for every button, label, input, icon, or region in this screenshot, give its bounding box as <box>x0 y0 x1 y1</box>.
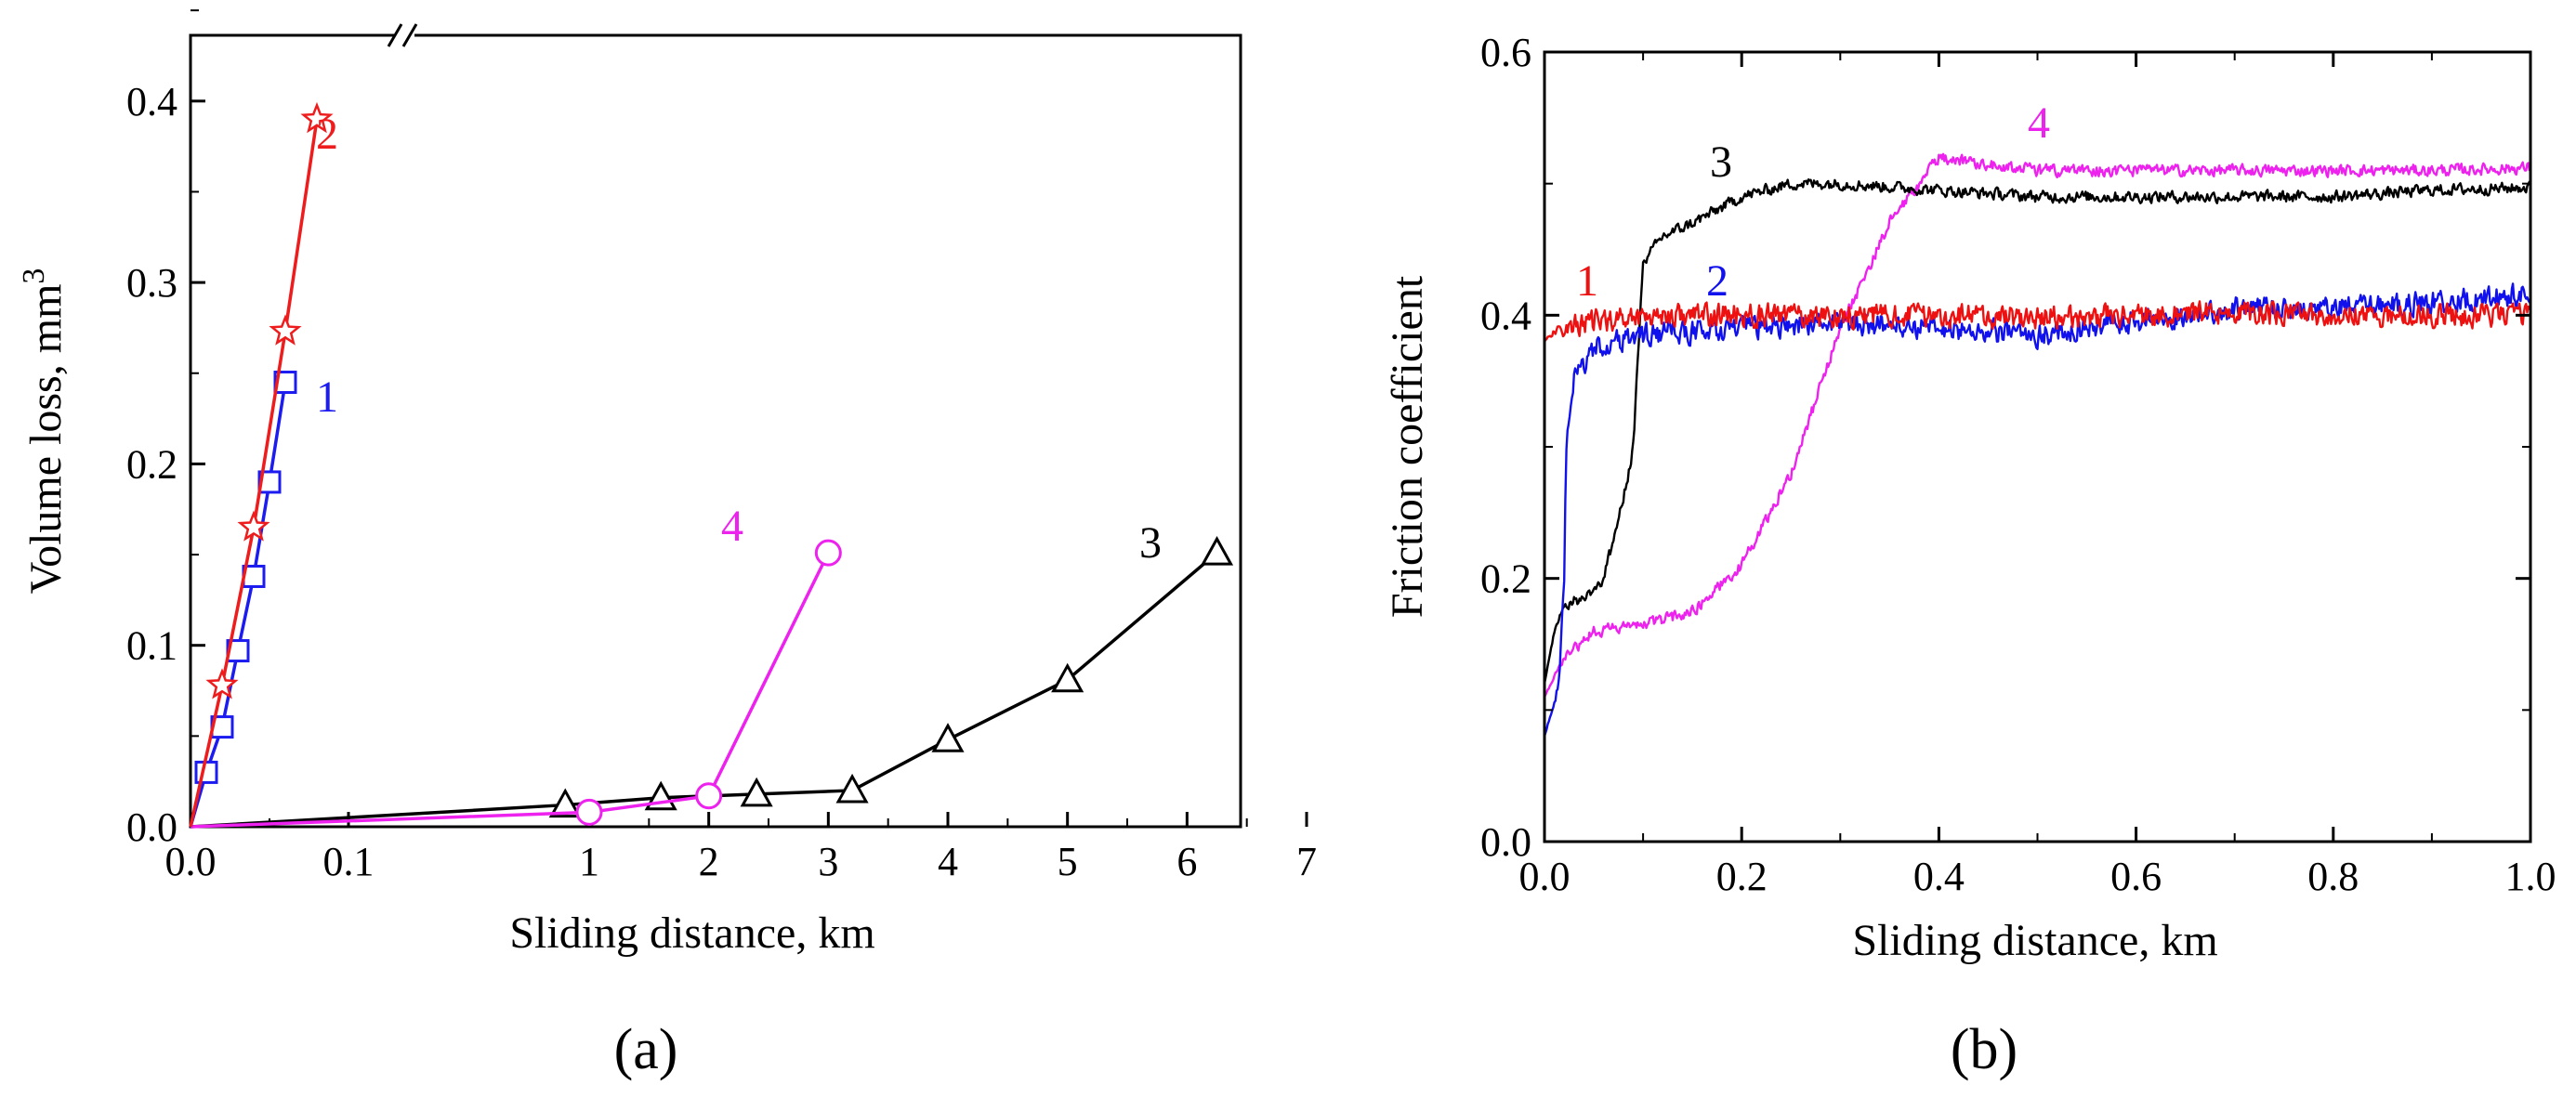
panel-a-x-axis-title: Sliding distance, km <box>509 908 874 958</box>
panel-a-x-tick-label: 4 <box>938 839 958 884</box>
panel-b-y-tick-label: 0.0 <box>1480 819 1531 865</box>
panel-a-y-axis-title: Volume loss, mm3 <box>17 268 71 595</box>
panel-a-series-3-marker <box>1200 536 1234 566</box>
panel-b-y-tick-label: 0.2 <box>1480 556 1531 602</box>
panel-a-x-tick-label: 6 <box>1176 839 1197 884</box>
panel-a-series-2-marker <box>300 101 334 134</box>
panel-b-y-tick-label: 0.6 <box>1480 30 1531 75</box>
panel-a-x-tick-label: 1 <box>579 839 599 884</box>
panel-b-series-1-label: 1 <box>1576 256 1598 306</box>
panel-a-y-axis-title-main: Volume loss, mm <box>21 284 71 595</box>
panel-b-series-2-label: 2 <box>1706 256 1728 306</box>
panel-a-chart: 0.0 0.1 0.2 0.3 0.4 0.0 0.1 1 2 3 4 5 6 7 3 4 1 2 Slidin… <box>17 9 1317 1081</box>
panel-a-axis-break-mark <box>387 23 403 47</box>
panel-b-y-tick-label: 0.4 <box>1480 293 1531 338</box>
panel-a-series-4-label: 4 <box>721 502 743 551</box>
panel-a-series-1-marker <box>194 760 218 784</box>
panel-a-x-tick-label: 0.0 <box>165 839 217 884</box>
panel-a-series-4-line <box>190 552 830 829</box>
panel-a-y-tick-label: 0.1 <box>126 623 177 669</box>
panel-b-series-3-label: 3 <box>1710 137 1732 187</box>
panel-b-label: (b) <box>1951 1018 2017 1081</box>
panel-b-x-tick-label: 0.0 <box>1519 854 1571 899</box>
panel-a-series-3-marker <box>931 723 965 752</box>
panel-b-x-tick-label: 0.6 <box>2110 854 2162 899</box>
panel-b-series-3-line <box>1543 177 2532 685</box>
panel-b-x-tick-label: 1.0 <box>2505 854 2556 899</box>
panel-a-series-2-marker <box>237 510 270 542</box>
panel-b-x-tick-label: 0.2 <box>1716 854 1768 899</box>
panel-a-series-2-line <box>189 119 319 828</box>
panel-a-series-4-marker <box>695 782 723 810</box>
panel-a-series-4-marker <box>814 539 842 567</box>
panel-a-y-axis-title-exponent: 3 <box>17 268 51 284</box>
panel-b-y-axis-title: Friction coefficient <box>1383 275 1432 618</box>
panel-a-x-tick-label: 5 <box>1058 839 1078 884</box>
panel-b-series-2-line <box>1543 282 2532 738</box>
panel-a-x-tick-label: 2 <box>699 839 719 884</box>
panel-a-axis-break-mark <box>401 23 418 47</box>
panel-a-y-tick-label: 0.3 <box>126 260 177 306</box>
panel-a-x-tick-label: 7 <box>1296 839 1317 884</box>
panel-b-series-1-line <box>1544 300 2532 343</box>
panel-a-x-tick-label: 0.1 <box>323 839 375 884</box>
panel-a-series-2-marker <box>269 314 302 346</box>
panel-a-y-tick-label: 0.4 <box>126 79 177 124</box>
panel-b-x-tick-label: 0.8 <box>2307 854 2359 899</box>
panel-a-plot-frame <box>189 33 1242 829</box>
panel-a-series-3-label: 3 <box>1139 518 1162 568</box>
panel-a-series-2-label: 2 <box>316 110 338 159</box>
panel-a-series-3-marker <box>835 773 869 804</box>
panel-b-chart: 4 3 2 1 0.0 0.2 0.4 0.6 0.0 0.2 0.4 0.6 0.8 1.0 Slid… <box>1383 30 2556 1081</box>
panel-b-series-4-line <box>1543 152 2531 698</box>
panel-a-series-1-label: 1 <box>316 373 338 422</box>
panel-a-series-1-marker <box>273 371 297 395</box>
panel-a-x-tick-label: 3 <box>818 839 838 884</box>
panel-a-series-3-marker <box>548 788 582 818</box>
panel-a-label: (a) <box>614 1018 678 1081</box>
panel-a-y-tick-label: 0.0 <box>126 804 177 850</box>
panel-b-series-4-label: 4 <box>2028 98 2050 148</box>
panel-b-x-tick-label: 0.4 <box>1913 854 1965 899</box>
panel-a-series-4-marker <box>575 798 603 826</box>
panel-a-series-2-marker <box>205 668 239 699</box>
panel-a-series-3-marker <box>740 777 773 807</box>
panel-b-x-axis-title: Sliding distance, km <box>1852 916 2217 965</box>
panel-a-series-3-marker <box>1051 662 1084 693</box>
panel-a-series-1-marker <box>257 470 282 494</box>
panel-a-y-tick-label: 0.2 <box>126 441 177 487</box>
